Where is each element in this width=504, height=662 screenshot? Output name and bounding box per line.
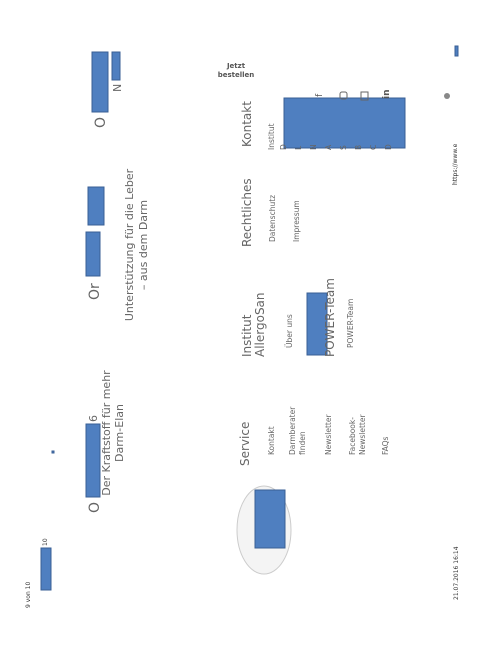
page-number: 9 von 10 xyxy=(25,582,32,608)
facebook-icon[interactable]: f xyxy=(315,93,325,97)
footer-link[interactable]: Newsletter xyxy=(324,414,333,455)
url: https://www.e xyxy=(452,143,459,185)
redaction xyxy=(306,292,328,356)
copyright-icon xyxy=(444,93,450,99)
footer-link[interactable]: Newsletter xyxy=(358,414,367,455)
teaser-suffix: 6 xyxy=(87,415,100,422)
column-title: Rechtliches xyxy=(240,178,254,247)
footer-link[interactable]: POWER-Team xyxy=(346,299,355,348)
column-title: Kontakt xyxy=(240,101,254,147)
redaction xyxy=(87,186,105,226)
teaser-prefix: Or xyxy=(87,283,103,300)
footer-link[interactable]: Darmberater xyxy=(288,406,297,455)
footer-link[interactable]: Impressum xyxy=(292,200,301,242)
header-fragment: 10 xyxy=(42,538,49,546)
contact-line: A xyxy=(324,144,333,150)
print-icon xyxy=(360,91,369,101)
column-title: POWER-Team xyxy=(323,278,337,357)
date: 21.07.2016 16:14 xyxy=(453,546,460,600)
footer-link[interactable]: Datenschutz xyxy=(268,195,277,242)
contact-line: D xyxy=(384,144,393,150)
teaser-suffix: N xyxy=(111,84,124,92)
redaction xyxy=(283,97,406,149)
teaser-prefix: O xyxy=(93,117,109,128)
contact-line: L xyxy=(294,145,303,150)
contact-line: C xyxy=(369,145,378,150)
column-title: AllergoSan xyxy=(253,292,267,357)
redaction xyxy=(40,547,52,591)
redaction xyxy=(85,423,101,498)
footer-link[interactable]: Kontakt xyxy=(267,426,276,455)
redaction xyxy=(91,51,109,113)
contact-line: D xyxy=(279,144,288,150)
teaser-text: Unterstützung für die Leber xyxy=(123,168,136,321)
redaction xyxy=(254,489,286,549)
text-layer: 9 von 10 10 https://www.e 21.07.2016 16:… xyxy=(25,62,460,608)
contact-line: N xyxy=(309,144,318,150)
linkedin-icon[interactable]: in xyxy=(382,90,392,100)
footer-link[interactable]: Über uns xyxy=(285,314,294,348)
column-title: Service xyxy=(238,422,252,466)
order-label[interactable]: bestellen xyxy=(218,71,255,79)
redaction xyxy=(454,45,459,57)
teaser-text: Darm-Elan xyxy=(113,404,126,462)
order-label[interactable]: Jetzt xyxy=(226,62,246,70)
redaction xyxy=(85,231,101,277)
footer-link[interactable]: finden xyxy=(298,431,307,455)
mail-icon xyxy=(339,91,348,100)
column-title: Institut xyxy=(240,314,254,357)
contact-line: Institut xyxy=(267,123,276,150)
spacer xyxy=(51,450,55,454)
footer-link[interactable]: FAQs xyxy=(381,436,390,455)
contact-line: B xyxy=(354,145,363,150)
redaction xyxy=(111,51,121,81)
teaser-text: – aus dem Darm xyxy=(137,200,150,290)
contact-line: S xyxy=(339,145,348,150)
footer-link[interactable]: Facebook- xyxy=(348,417,357,455)
teaser-prefix: O xyxy=(87,502,103,513)
teaser-text: Der Kraftstoff für mehr xyxy=(100,370,113,496)
